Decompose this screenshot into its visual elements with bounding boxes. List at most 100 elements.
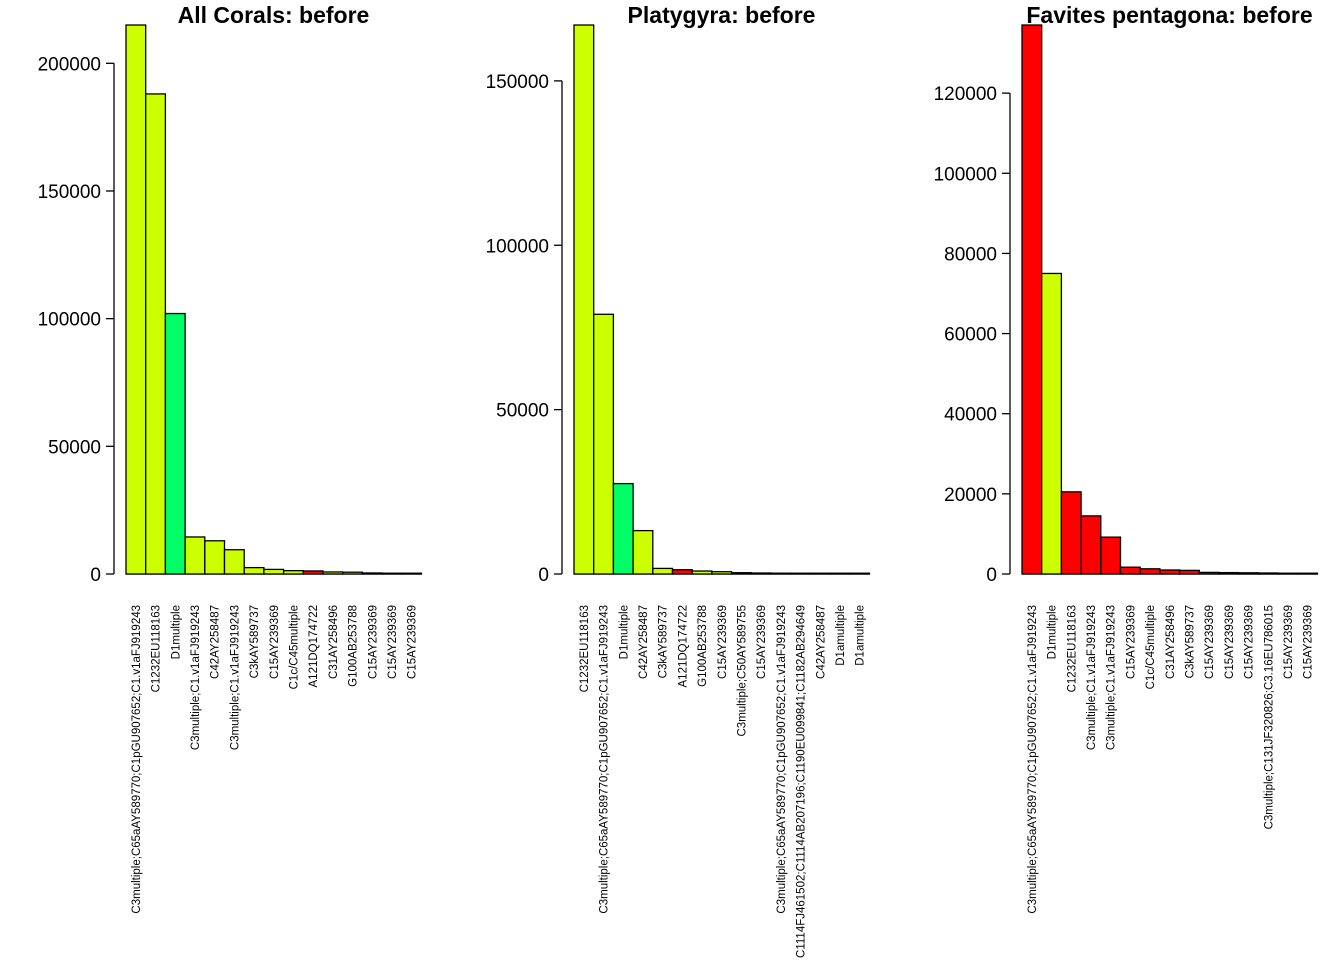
bar xyxy=(1100,536,1122,575)
bar xyxy=(711,571,733,575)
x-tick-label: D1multiple xyxy=(618,605,630,659)
y-tick-label: 150000 xyxy=(486,72,549,93)
x-tick-label: C15AY239369 xyxy=(1303,605,1315,679)
x-tick-label: C3multiple;C1.v1aFJ919243 xyxy=(1086,605,1098,750)
chart-title: All Corals: before xyxy=(178,2,370,28)
bar xyxy=(1159,569,1181,575)
x-tick-label: C15AY239369 xyxy=(367,605,379,679)
bar xyxy=(1060,491,1082,575)
x-tick-label: G100AB253788 xyxy=(348,605,360,687)
x-tick-label: C15AY239369 xyxy=(1204,605,1216,679)
x-tick-label: C3multiple;C65aAY589770;C1pGU907652;C1.v… xyxy=(131,605,143,914)
bar xyxy=(790,572,812,575)
bar xyxy=(1139,568,1161,575)
bar xyxy=(612,482,634,575)
bar xyxy=(691,570,713,575)
x-tick-label: C3multiple;C1.v1aFJ919243 xyxy=(190,605,202,750)
x-tick-label: C3multiple;C65aAY589770;C1pGU907652;C1.v… xyxy=(1027,605,1039,914)
panel-favites-pentagona: Favites pentagona: before 0 20000 40000 600… xyxy=(934,2,1319,914)
bar xyxy=(322,571,344,575)
bar xyxy=(243,566,265,575)
y-tick-label: 100000 xyxy=(38,310,101,331)
bar xyxy=(1119,566,1141,575)
x-tick-label: G100AB253788 xyxy=(697,605,709,687)
x-tick-label: C15AY239369 xyxy=(717,605,729,679)
y-tick-label: 0 xyxy=(90,565,101,586)
panel-platygyra: Platygyra: before 0 50000 100000 150000 C123… xyxy=(486,2,871,958)
x-tick-label: D1amultiple xyxy=(835,605,847,666)
x-tick-label: C15AY239369 xyxy=(1125,605,1137,679)
bar xyxy=(401,572,423,575)
bar xyxy=(381,572,403,575)
chart-title: Platygyra: before xyxy=(628,2,816,28)
bar xyxy=(593,313,615,575)
y-tick-label: 120000 xyxy=(934,84,997,105)
x-tick-label: C1c/C45multiple xyxy=(1145,605,1157,689)
x-tick-label: C3multiple;C1.v1aFJ919243 xyxy=(229,605,241,750)
x-tick-label: C1232EU118163 xyxy=(1066,605,1078,692)
bar xyxy=(1257,572,1279,575)
x-tick-label: C31AY258496 xyxy=(1165,605,1177,679)
x-tick-label: C1114FJ461502;C1114AB207196;C1190EU09984… xyxy=(796,605,808,958)
bar xyxy=(1297,572,1319,575)
bar xyxy=(1021,24,1043,575)
bar xyxy=(1277,572,1299,575)
x-tick-label: C15AY239369 xyxy=(1283,605,1295,679)
bar xyxy=(223,549,245,575)
bar xyxy=(730,572,752,575)
x-tick-label: C3kAY589737 xyxy=(249,605,261,678)
bar xyxy=(671,569,693,575)
x-tick-label: C31AY258496 xyxy=(328,605,340,679)
bar xyxy=(302,570,324,575)
bar xyxy=(282,570,304,575)
y-tick-label: 20000 xyxy=(944,485,997,506)
y-tick-label: 0 xyxy=(986,565,997,586)
bar xyxy=(184,536,206,575)
y-tick-label: 0 xyxy=(538,565,549,586)
bar xyxy=(204,540,226,575)
bar xyxy=(342,571,364,575)
x-tick-label: C1232EU118163 xyxy=(151,605,163,692)
x-tick-label: A121DQ174722 xyxy=(677,605,689,687)
bar xyxy=(770,572,792,575)
x-tick-label: D1amultiple xyxy=(855,605,867,666)
x-tick-label: D1multiple xyxy=(1047,605,1059,659)
x-tick-label: C15AY239369 xyxy=(407,605,419,679)
y-tick-label: 150000 xyxy=(38,182,101,203)
bar xyxy=(829,572,851,575)
x-tick-label: A121DQ174722 xyxy=(308,605,320,687)
bar xyxy=(1238,572,1260,575)
y-tick-label: 50000 xyxy=(48,437,101,458)
x-tick-label: C42AY258487 xyxy=(638,605,650,679)
bar xyxy=(263,568,285,575)
x-tick-label: C3multiple;C50AY589755 xyxy=(736,605,748,736)
bar xyxy=(1218,571,1240,575)
bar xyxy=(809,572,831,575)
x-tick-label: C15AY239369 xyxy=(387,605,399,679)
x-tick-label: C42AY258487 xyxy=(210,605,222,679)
bar xyxy=(1198,571,1220,575)
y-tick-label: 60000 xyxy=(944,325,997,346)
x-tick-label: C1232EU118163 xyxy=(579,605,591,692)
x-tick-label: C1c/C45multiple xyxy=(288,605,300,689)
y-tick-label: 100000 xyxy=(934,164,997,185)
x-tick-label: C3multiple;C65aAY589770;C1pGU907652;C1.v… xyxy=(599,605,611,914)
x-tick-label: C3multiple;C131JF320826;C3.16EU786015 xyxy=(1263,605,1275,829)
x-tick-label: C15AY239369 xyxy=(269,605,281,679)
bar xyxy=(1041,272,1063,575)
x-tick-label: C3kAY589737 xyxy=(1184,605,1196,678)
y-tick-label: 40000 xyxy=(944,405,997,426)
x-tick-label: C15AY239369 xyxy=(1244,605,1256,679)
panel-all-corals: All Corals: before 0 50000 100000 150000 200… xyxy=(38,2,423,914)
bar xyxy=(652,567,674,575)
bar xyxy=(361,572,383,575)
y-tick-label: 50000 xyxy=(496,401,549,422)
x-tick-label: C3multiple;C65aAY589770;C1pGU907652;C1.v… xyxy=(776,605,788,914)
y-tick-label: 80000 xyxy=(944,244,997,265)
bar xyxy=(125,24,147,575)
y-tick-label: 100000 xyxy=(486,236,549,257)
bar xyxy=(849,572,871,575)
x-tick-label: C15AY239369 xyxy=(756,605,768,679)
bar xyxy=(164,312,186,575)
x-tick-label: C42AY258487 xyxy=(815,605,827,679)
